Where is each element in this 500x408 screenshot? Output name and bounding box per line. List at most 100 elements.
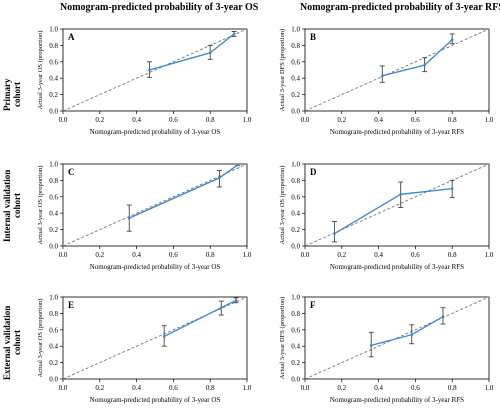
row-label-internal: Internal validation cohort [2, 169, 22, 242]
x-tick-label: 0.6 [169, 384, 178, 392]
x-tick-label: 0.6 [411, 384, 420, 392]
plot-frame [62, 163, 248, 247]
x-axis-label: Nomogram-predicted probability of 3-year… [330, 128, 464, 136]
calibration-curve [163, 299, 237, 337]
panel-letter: F [310, 300, 316, 310]
data-point [127, 216, 131, 220]
y-axis-label: Actual 3-year OS (proportion) [37, 31, 44, 110]
y-tick-label: 1.0 [291, 294, 300, 302]
y-tick-label: 0.4 [49, 343, 58, 351]
data-point [423, 63, 426, 67]
x-tick-label: 0.4 [132, 251, 141, 259]
plot-frame [304, 28, 490, 112]
y-tick-label: 0.8 [49, 177, 58, 185]
x-tick-label: 0.4 [132, 384, 141, 392]
data-point [234, 298, 238, 302]
data-point [450, 187, 454, 190]
y-tick-label: 1.0 [291, 26, 300, 34]
data-point [441, 315, 445, 318]
y-tick-label: 0.6 [291, 326, 300, 334]
calibration-curve [334, 187, 453, 235]
x-tick-label: 0.6 [169, 116, 178, 124]
x-tick-label: 0.6 [169, 251, 178, 259]
y-axis-label: Actual 3-year OS (proportion) [37, 299, 44, 378]
calibration-plot-d: 0.0 0.2 0.4 0.6 0.8 1.0 0.0 0.2 0.4 0.6 0.8 1.0 Nomo… [279, 161, 494, 272]
y-tick-label: 1.0 [49, 161, 58, 169]
calibration-curve [371, 316, 444, 347]
x-tick-label: 0.2 [95, 384, 104, 392]
y-tick-label: 0.6 [49, 326, 58, 334]
y-tick-label: 0.2 [291, 226, 300, 234]
x-tick-label: 0.4 [374, 251, 383, 259]
x-axis-label: Nomogram-predicted probability of 3-year… [90, 263, 221, 271]
x-tick-label: 0.8 [206, 251, 215, 259]
x-tick-label: 1.0 [243, 251, 252, 259]
x-tick-label: 0.8 [448, 116, 457, 124]
y-tick-label: 0.0 [291, 376, 300, 384]
ideal-diagonal-line [62, 163, 248, 247]
y-tick-label: 0.6 [49, 58, 58, 66]
y-axis-label: Actual 3-year OS (proportion) [37, 166, 44, 245]
y-tick-label: 1.0 [49, 294, 58, 302]
x-tick-label: 0.0 [301, 116, 310, 124]
panel-letter: C [68, 167, 75, 177]
column-title-rfs: Nomogram-predicted probability of 3-year… [300, 2, 500, 13]
data-point [236, 163, 240, 167]
y-tick-label: 0.4 [291, 75, 300, 83]
x-tick-label: 0.8 [206, 384, 215, 392]
x-axis-label: Nomogram-predicted probability of 3-year… [330, 263, 464, 271]
y-tick-label: 0.4 [291, 343, 300, 351]
y-tick-label: 0.4 [291, 210, 300, 218]
x-tick-label: 0.8 [206, 116, 215, 124]
data-point [218, 176, 221, 180]
x-tick-label: 0.6 [411, 116, 420, 124]
row-label-primary: Primary cohort [2, 78, 22, 112]
data-point [232, 32, 236, 36]
x-tick-label: 1.0 [485, 384, 494, 392]
x-tick-label: 0.4 [132, 116, 141, 124]
x-tick-label: 0.2 [337, 384, 346, 392]
y-tick-label: 0.8 [49, 42, 58, 50]
y-axis-label: Actual 3-year DFS (proportion) [279, 29, 286, 112]
y-tick-label: 0.8 [291, 177, 300, 185]
calibration-plot-b: 0.0 0.2 0.4 0.6 0.8 1.0 0.0 0.2 0.4 0.6 0.8 1.0 Nomo… [279, 26, 494, 137]
data-point [162, 335, 166, 338]
x-tick-label: 0.0 [59, 116, 68, 124]
y-tick-label: 0.2 [291, 359, 300, 367]
calibration-curve [382, 39, 453, 77]
y-tick-label: 0.6 [49, 193, 58, 201]
panel-letter: D [310, 167, 317, 177]
x-tick-label: 0.8 [448, 384, 457, 392]
ideal-diagonal-line [304, 28, 490, 112]
calibration-plot-a: 0.0 0.2 0.4 0.6 0.8 1.0 0.0 0.2 0.4 0.6 0.8 1.0 Nomo… [37, 26, 252, 137]
data-point [380, 74, 384, 78]
y-tick-label: 0.8 [49, 310, 58, 318]
x-axis-label: Nomogram-predicted probability of 3-year… [90, 396, 221, 404]
column-title-os: Nomogram-predicted probability of 3-year… [60, 2, 259, 13]
plot-frame [304, 163, 490, 247]
x-tick-label: 0.2 [337, 251, 346, 259]
calibration-curve [128, 164, 239, 219]
y-tick-label: 0.4 [49, 75, 58, 83]
x-tick-label: 1.0 [243, 116, 252, 124]
data-point [219, 306, 223, 309]
plot-frame [62, 296, 248, 380]
x-tick-label: 0.6 [411, 251, 420, 259]
x-tick-label: 0.0 [301, 384, 310, 392]
y-tick-label: 0.2 [291, 91, 300, 99]
y-tick-label: 0.2 [49, 226, 58, 234]
x-axis-label: Nomogram-predicted probability of 3-year… [90, 128, 221, 136]
y-tick-label: 1.0 [291, 161, 300, 169]
x-tick-label: 1.0 [243, 384, 252, 392]
data-point [333, 232, 336, 235]
x-tick-label: 0.4 [374, 116, 383, 124]
x-tick-label: 0.8 [448, 251, 457, 259]
data-point [208, 51, 212, 55]
x-tick-label: 0.2 [95, 251, 104, 259]
panel-letter: A [68, 32, 75, 42]
x-tick-label: 0.0 [59, 251, 68, 259]
y-tick-label: 1.0 [49, 26, 58, 34]
y-tick-label: 0.0 [49, 376, 58, 384]
data-point [450, 38, 454, 41]
panel-letter: E [68, 300, 74, 310]
